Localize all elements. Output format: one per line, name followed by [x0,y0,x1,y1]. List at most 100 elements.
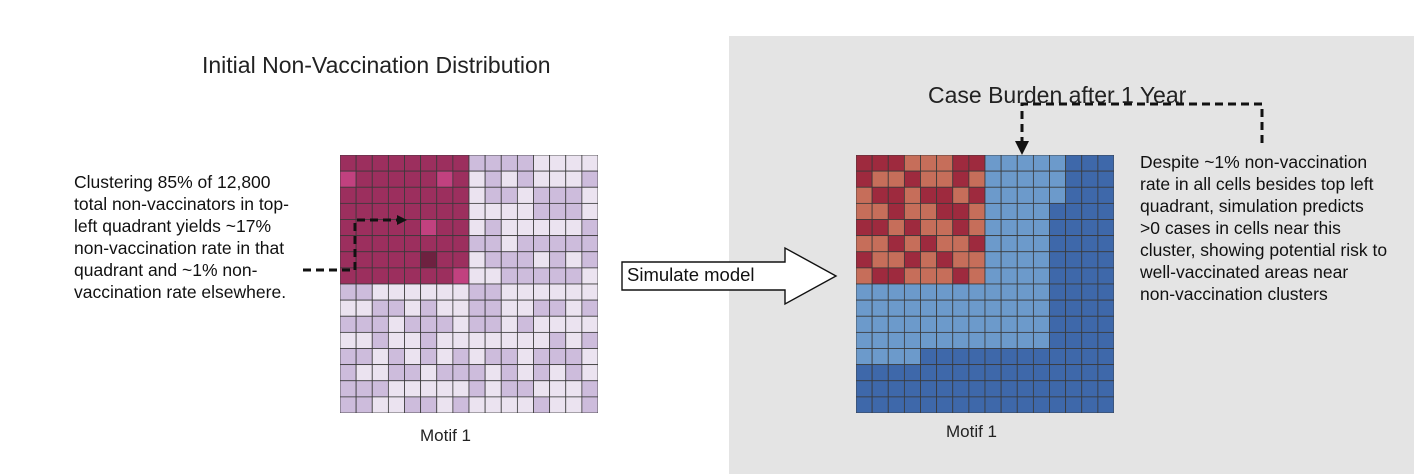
case-burden-cell [953,236,969,252]
non-vaccination-cell [437,203,453,219]
simulate-model-label: Simulate model [627,264,755,286]
non-vaccination-cell [405,203,421,219]
non-vaccination-cell [356,203,372,219]
non-vaccination-cell [356,220,372,236]
case-burden-cell [1050,252,1066,268]
non-vaccination-cell [485,365,501,381]
case-burden-cell [985,332,1001,348]
non-vaccination-cell [453,187,469,203]
case-burden-cell [1033,300,1049,316]
non-vaccination-cell [517,187,533,203]
case-burden-cell [969,220,985,236]
non-vaccination-cell [356,332,372,348]
non-vaccination-cell [340,397,356,413]
non-vaccination-cell [388,171,404,187]
case-burden-cell [1082,171,1098,187]
case-burden-cell [1098,316,1114,332]
case-burden-cell [1050,332,1066,348]
case-burden-cell [872,316,888,332]
case-burden-cell [1017,349,1033,365]
case-burden-cell [1017,155,1033,171]
case-burden-cell [1066,236,1082,252]
non-vaccination-cell [566,155,582,171]
non-vaccination-cell [534,236,550,252]
case-burden-cell [921,236,937,252]
non-vaccination-cell [501,155,517,171]
non-vaccination-cell [534,171,550,187]
case-burden-cell [1066,381,1082,397]
case-burden-cell [1050,171,1066,187]
non-vaccination-cell [340,236,356,252]
non-vaccination-cell [372,155,388,171]
case-burden-cell [1066,332,1082,348]
non-vaccination-cell [534,268,550,284]
non-vaccination-cell [566,349,582,365]
case-burden-cell [1001,365,1017,381]
non-vaccination-cell [534,220,550,236]
non-vaccination-cell [437,381,453,397]
case-burden-cell [1066,316,1082,332]
non-vaccination-cell [501,349,517,365]
case-burden-cell [888,381,904,397]
case-burden-cell [921,252,937,268]
case-burden-cell [1098,268,1114,284]
non-vaccination-cell [356,284,372,300]
case-burden-cell [969,187,985,203]
case-burden-cell [856,155,872,171]
case-burden-cell [953,332,969,348]
non-vaccination-cell [405,171,421,187]
non-vaccination-cell [469,349,485,365]
case-burden-cell [969,203,985,219]
non-vaccination-cell [437,284,453,300]
case-burden-cell [904,365,920,381]
case-burden-cell [985,284,1001,300]
non-vaccination-cell [388,397,404,413]
non-vaccination-cell [469,187,485,203]
non-vaccination-cell [485,316,501,332]
case-burden-cell [1001,349,1017,365]
non-vaccination-cell [421,236,437,252]
non-vaccination-cell [421,268,437,284]
case-burden-cell [856,252,872,268]
non-vaccination-cell [534,381,550,397]
non-vaccination-cell [534,365,550,381]
non-vaccination-cell [501,268,517,284]
non-vaccination-cell [517,171,533,187]
non-vaccination-cell [340,252,356,268]
case-burden-cell [888,203,904,219]
case-burden-cell [1033,332,1049,348]
non-vaccination-cell [405,155,421,171]
non-vaccination-cell [501,203,517,219]
non-vaccination-cell [437,332,453,348]
non-vaccination-cell [405,268,421,284]
case-burden-cell [1001,203,1017,219]
case-burden-cell [969,316,985,332]
case-burden-cell [937,332,953,348]
case-burden-cell [969,300,985,316]
non-vaccination-cell [566,381,582,397]
non-vaccination-cell [485,155,501,171]
non-vaccination-cell [356,236,372,252]
non-vaccination-cell [485,381,501,397]
non-vaccination-cell [437,252,453,268]
non-vaccination-cell [437,349,453,365]
left-panel-title: Initial Non-Vaccination Distribution [202,52,551,79]
case-burden-cell [969,332,985,348]
non-vaccination-cell [566,332,582,348]
non-vaccination-cell [501,316,517,332]
non-vaccination-cell [405,187,421,203]
non-vaccination-cell [356,316,372,332]
case-burden-cell [1017,203,1033,219]
case-burden-cell [953,397,969,413]
case-burden-cell [1001,171,1017,187]
non-vaccination-cell [421,220,437,236]
case-burden-cell [921,365,937,381]
case-burden-cell [969,155,985,171]
case-burden-cell [921,381,937,397]
case-burden-cell [1098,332,1114,348]
non-vaccination-cell [501,300,517,316]
case-burden-cell [904,284,920,300]
case-burden-cell [1001,397,1017,413]
non-vaccination-cell [501,381,517,397]
case-burden-cell [985,252,1001,268]
